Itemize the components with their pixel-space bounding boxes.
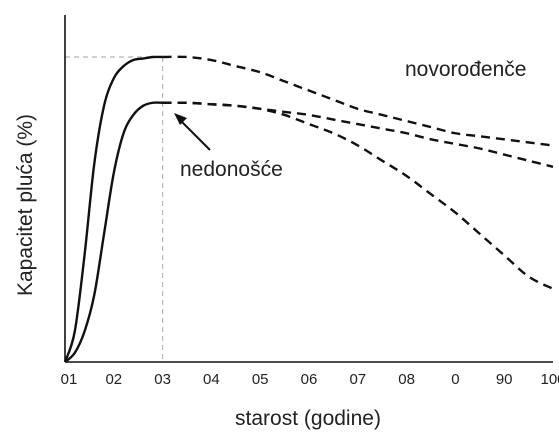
x-tick-label: 100 <box>540 371 559 388</box>
annotation-nedonosce: nedonošće <box>180 158 283 181</box>
annotation-novorodjence: novorođenče <box>405 58 526 81</box>
x-tick-label: 05 <box>252 371 269 388</box>
series-0-solid-line <box>63 55 163 363</box>
annotation-arrow <box>174 113 211 151</box>
x-tick-label: 02 <box>105 371 122 388</box>
x-tick-label: 90 <box>496 371 513 388</box>
series-1-solid-line <box>64 101 163 363</box>
series-0-dashed-line <box>162 55 554 147</box>
x-tick-label: 01 <box>61 371 78 388</box>
series-2-dashed-line <box>162 101 554 290</box>
x-tick-labels: 01 02 03 04 05 06 07 08 0 90 100 <box>61 371 559 388</box>
x-tick-label: 03 <box>154 371 171 388</box>
axes <box>64 15 553 363</box>
x-axis-title: starost (godine) <box>235 407 381 430</box>
y-axis-title: Kapacitet pluća (%) <box>14 114 37 296</box>
x-tick-label: 07 <box>349 371 366 388</box>
x-tick-label: 0 <box>451 371 459 388</box>
x-tick-label: 06 <box>301 371 318 388</box>
x-tick-label: 04 <box>203 371 220 388</box>
curves <box>63 55 554 363</box>
x-tick-label: 08 <box>398 371 415 388</box>
